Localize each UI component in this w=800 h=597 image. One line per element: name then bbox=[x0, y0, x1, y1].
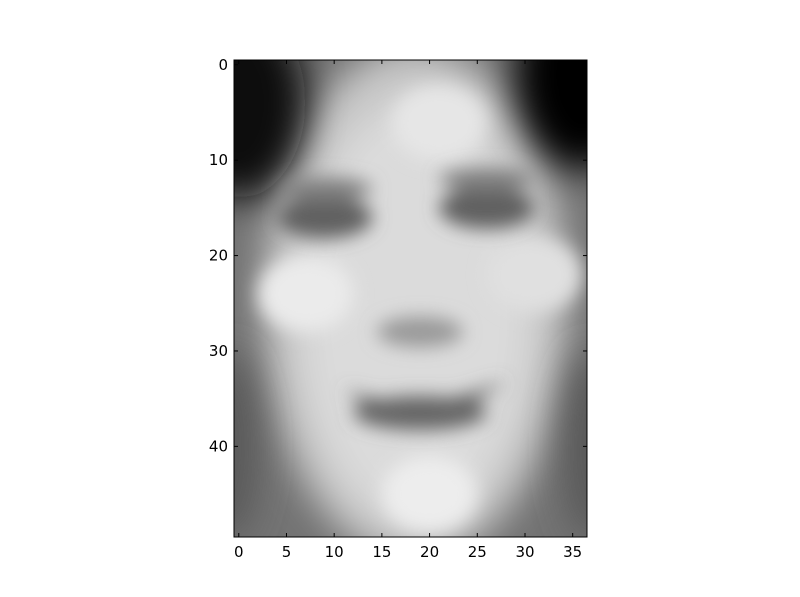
y-axis: 0 10 20 30 40 bbox=[209, 56, 587, 455]
eye-1 bbox=[439, 186, 535, 229]
dark-corners bbox=[234, 60, 587, 537]
bright-regions bbox=[257, 83, 583, 533]
y-tick-label: 10 bbox=[209, 151, 228, 169]
left-edge-shadow bbox=[234, 352, 258, 537]
x-tick-label: 25 bbox=[468, 543, 487, 561]
y-tick-label: 0 bbox=[218, 56, 228, 74]
x-axis: 0 5 10 15 20 25 30 35 bbox=[234, 60, 582, 561]
face-image bbox=[234, 60, 587, 537]
bright-region-3 bbox=[381, 455, 478, 533]
mouth-shadow bbox=[353, 395, 487, 431]
x-tick-label: 30 bbox=[515, 543, 534, 561]
eyebrow-0 bbox=[276, 177, 373, 201]
y-tick-label: 40 bbox=[209, 437, 228, 455]
x-tick-label: 15 bbox=[372, 543, 391, 561]
dark-corner-1 bbox=[515, 60, 587, 170]
x-tick-label: 5 bbox=[282, 543, 292, 561]
y-tick-label: 30 bbox=[209, 342, 228, 360]
axes-frame bbox=[233, 59, 588, 538]
eye-0 bbox=[276, 196, 373, 239]
x-tick-label: 0 bbox=[234, 543, 244, 561]
x-tick-label: 10 bbox=[325, 543, 344, 561]
bright-region-0 bbox=[391, 83, 487, 161]
nose bbox=[377, 316, 463, 348]
y-tick-label: 20 bbox=[209, 247, 228, 265]
x-tick-label: 20 bbox=[420, 543, 439, 561]
dark-corner-0 bbox=[234, 60, 306, 199]
facial-features bbox=[276, 167, 535, 431]
bright-region-1 bbox=[257, 255, 354, 332]
x-tick-label: 35 bbox=[563, 543, 582, 561]
right-edge-shadow bbox=[563, 352, 587, 537]
bright-region-2 bbox=[486, 236, 583, 313]
eyebrow-1 bbox=[439, 167, 535, 191]
